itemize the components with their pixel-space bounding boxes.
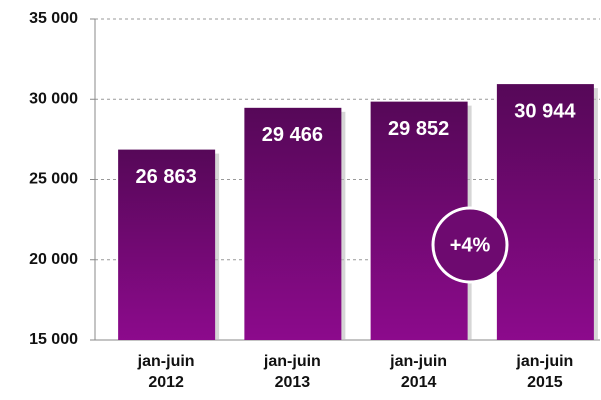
y-tick-label: 25 000	[29, 171, 78, 188]
y-tick-label: 35 000	[29, 10, 78, 27]
x-tick-label: jan-juin	[137, 353, 195, 370]
value-label: 29 466	[262, 124, 323, 146]
x-tick-label: 2012	[148, 374, 184, 391]
x-tick-label: jan-juin	[389, 353, 447, 370]
bar	[118, 149, 216, 340]
x-tick-label: jan-juin	[263, 353, 321, 370]
y-tick-label: 20 000	[29, 251, 78, 268]
value-label: 30 944	[514, 100, 576, 122]
x-tick-label: 2014	[401, 374, 437, 391]
annotation: +4%	[450, 234, 491, 256]
value-label: 29 852	[388, 118, 449, 140]
y-tick-label: 30 000	[29, 90, 78, 107]
bar	[244, 107, 342, 340]
bar	[496, 84, 594, 340]
y-tick-label: 15 000	[29, 331, 78, 348]
x-tick-label: 2015	[527, 374, 563, 391]
x-tick-label: jan-juin	[515, 353, 573, 370]
annotation-circle	[431, 206, 509, 284]
value-label: 26 863	[136, 166, 197, 188]
x-tick-label: 2013	[275, 374, 311, 391]
